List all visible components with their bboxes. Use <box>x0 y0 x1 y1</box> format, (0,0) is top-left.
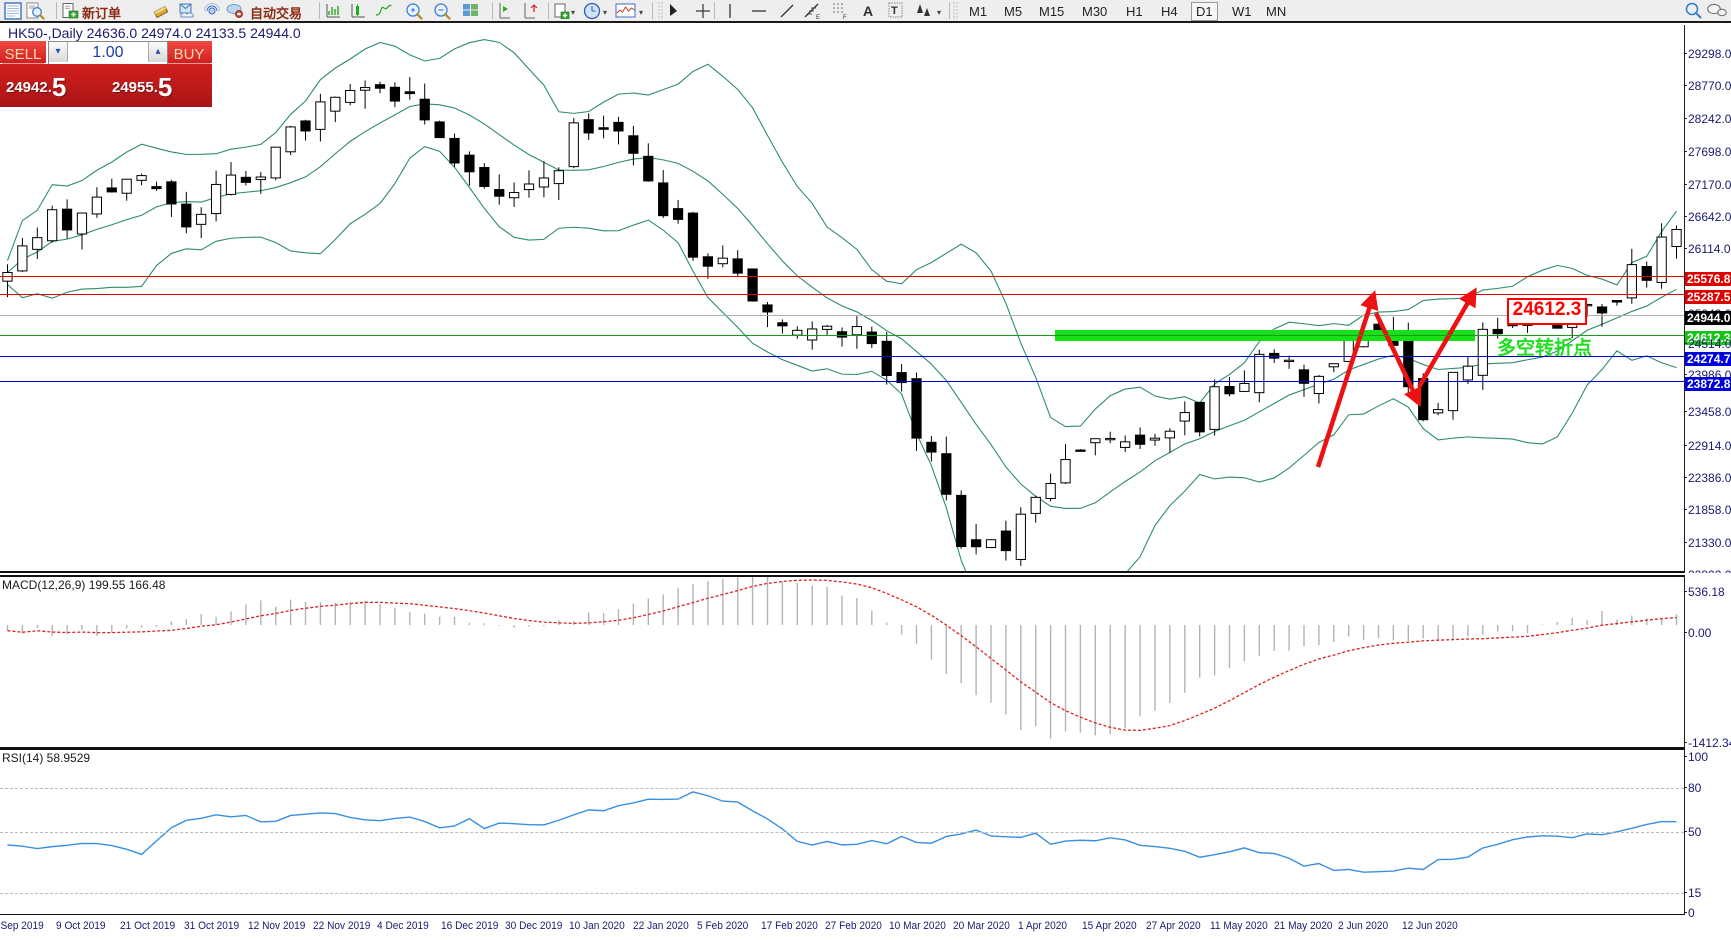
svg-text:E: E <box>816 15 820 20</box>
svg-text:F: F <box>843 15 847 20</box>
svg-text:T: T <box>891 5 898 17</box>
